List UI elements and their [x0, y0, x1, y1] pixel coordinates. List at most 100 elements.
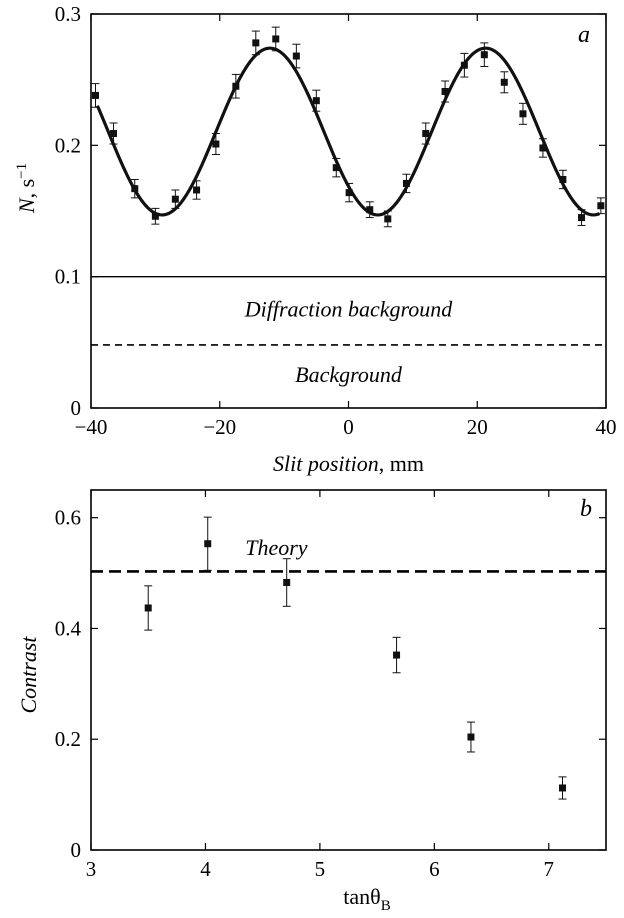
point-marker — [500, 78, 508, 86]
data-point — [596, 197, 605, 215]
y-tick-label: 0 — [71, 396, 82, 420]
data-point — [151, 207, 160, 225]
panel-a-ylabel-name: N — [14, 197, 39, 214]
panel-b-xlabel-sub: B — [381, 898, 391, 914]
data-point — [538, 138, 547, 158]
data-point — [392, 636, 401, 674]
panel-a-ylabel: N, s−1 — [14, 163, 39, 214]
data-point — [292, 43, 301, 69]
reference-line-label: Background — [295, 362, 403, 387]
data-point — [251, 30, 260, 56]
panel-b-xlabel-name: tanθ — [343, 884, 380, 909]
point-marker — [578, 214, 586, 222]
panel-b-xlabel: tanθB — [343, 884, 390, 914]
point-marker — [332, 164, 340, 172]
point-marker — [559, 784, 567, 792]
data-point — [466, 721, 475, 753]
panel-a-xlabel: Slit position, mm — [273, 451, 424, 476]
data-point — [383, 210, 392, 228]
point-marker — [384, 215, 392, 223]
data-point — [402, 173, 411, 194]
y-tick-label: 0.4 — [55, 616, 82, 640]
data-point — [203, 516, 212, 571]
panel-a-ylabel-sup: −1 — [14, 163, 30, 179]
x-tick-label: 3 — [86, 857, 97, 881]
point-marker — [272, 35, 280, 43]
data-point — [130, 178, 139, 199]
point-marker — [422, 130, 430, 138]
panel-b-data-points — [144, 516, 567, 800]
panel-a-xlabel-unit: , mm — [379, 451, 424, 476]
point-marker — [402, 179, 410, 187]
panel-a-frame — [90, 13, 607, 409]
y-tick-label: 0 — [71, 838, 82, 862]
y-tick-label: 0.2 — [55, 133, 81, 157]
point-marker — [441, 87, 449, 95]
point-marker — [345, 189, 353, 197]
data-point — [282, 558, 291, 607]
data-point — [558, 169, 567, 190]
point-marker — [204, 540, 212, 548]
point-marker — [519, 110, 527, 118]
y-tick-label: 0.3 — [55, 2, 81, 26]
point-marker — [559, 175, 567, 183]
point-marker — [212, 140, 220, 148]
point-marker — [366, 206, 374, 214]
x-tick-label: 20 — [467, 415, 488, 439]
panel-b-reference-lines: Theory — [91, 535, 606, 573]
data-point — [144, 585, 153, 631]
data-point — [365, 201, 374, 219]
panel-a-reference-lines: Diffraction background Background — [91, 275, 606, 387]
point-marker — [193, 186, 201, 194]
x-tick-label: 4 — [200, 857, 211, 881]
panel-a-letter: a — [578, 22, 590, 48]
data-point — [192, 180, 201, 200]
y-tick-label: 0.6 — [55, 506, 81, 530]
panel-a: −40 −20 0 20 40 0 0.1 0.2 0.3 Diffraction backgr… — [14, 2, 617, 476]
x-tick-label: 40 — [596, 415, 617, 439]
panel-b: 3 4 5 6 7 0 0.2 0.4 0.6 Theory b tanθB Contrast — [16, 489, 607, 914]
fit-curve — [95, 46, 601, 217]
data-point — [332, 157, 341, 178]
point-marker — [393, 651, 401, 659]
panel-b-ticks: 3 4 5 6 7 0 0.2 0.4 0.6 — [55, 490, 606, 881]
y-tick-label: 0.2 — [55, 727, 81, 751]
data-point — [577, 209, 586, 226]
panel-a-data-points — [91, 26, 605, 228]
point-marker — [467, 733, 475, 741]
point-marker — [312, 97, 320, 105]
point-marker — [110, 130, 118, 138]
data-point — [558, 776, 567, 800]
data-point — [480, 42, 489, 68]
reference-line-label: Diffraction background — [244, 297, 454, 322]
point-marker — [460, 61, 468, 69]
data-point — [460, 52, 469, 78]
point-marker — [252, 39, 260, 47]
point-marker — [131, 185, 139, 193]
x-tick-label: −40 — [75, 415, 108, 439]
panel-a-xlabel-name: Slit position — [273, 451, 379, 476]
x-tick-label: 7 — [544, 857, 555, 881]
data-point — [500, 71, 509, 94]
x-tick-label: 5 — [315, 857, 326, 881]
data-point — [421, 122, 430, 145]
point-marker — [480, 51, 488, 59]
point-marker — [171, 195, 179, 203]
point-marker — [292, 52, 300, 60]
point-marker — [283, 578, 291, 586]
data-point — [231, 73, 240, 99]
data-point — [91, 83, 100, 108]
point-marker — [232, 82, 240, 90]
data-point — [171, 189, 180, 209]
point-marker — [92, 91, 100, 99]
data-point — [271, 26, 280, 52]
panel-b-ylabel: Contrast — [16, 636, 41, 714]
x-tick-label: 0 — [343, 415, 354, 439]
reference-line-label: Theory — [245, 535, 308, 560]
data-point — [109, 122, 118, 145]
data-point — [518, 102, 527, 125]
x-tick-label: −20 — [203, 415, 236, 439]
data-point — [345, 182, 354, 203]
panel-b-frame — [90, 489, 607, 851]
